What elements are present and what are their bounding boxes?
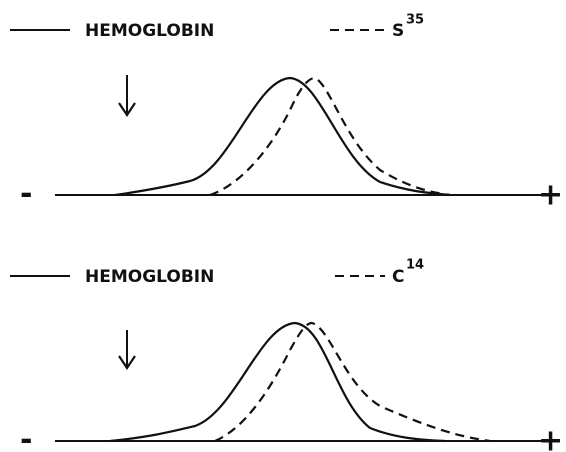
dashed-legend-label: S: [392, 21, 404, 41]
panel-bottom: HEMOGLOBIN C 14 - +: [10, 258, 563, 452]
dashed-curve: [209, 76, 451, 197]
dashed-legend-superscript: 35: [406, 13, 424, 28]
solid-legend-label: HEMOGLOBIN: [85, 267, 214, 287]
minus-sign: -: [20, 423, 32, 452]
dashed-legend-superscript: 14: [406, 258, 424, 273]
solid-curve: [114, 76, 451, 197]
solid-curve: [109, 321, 446, 443]
plus-sign: +: [538, 424, 563, 452]
arrow-head: [118, 102, 136, 117]
panel-top: HEMOGLOBIN S 35 - +: [10, 13, 563, 213]
minus-sign: -: [20, 177, 32, 212]
dashed-curve: [214, 321, 491, 443]
arrow-head: [118, 355, 136, 370]
solid-legend-label: HEMOGLOBIN: [85, 21, 214, 41]
plus-sign: +: [538, 178, 563, 213]
dashed-legend-label: C: [392, 267, 404, 287]
